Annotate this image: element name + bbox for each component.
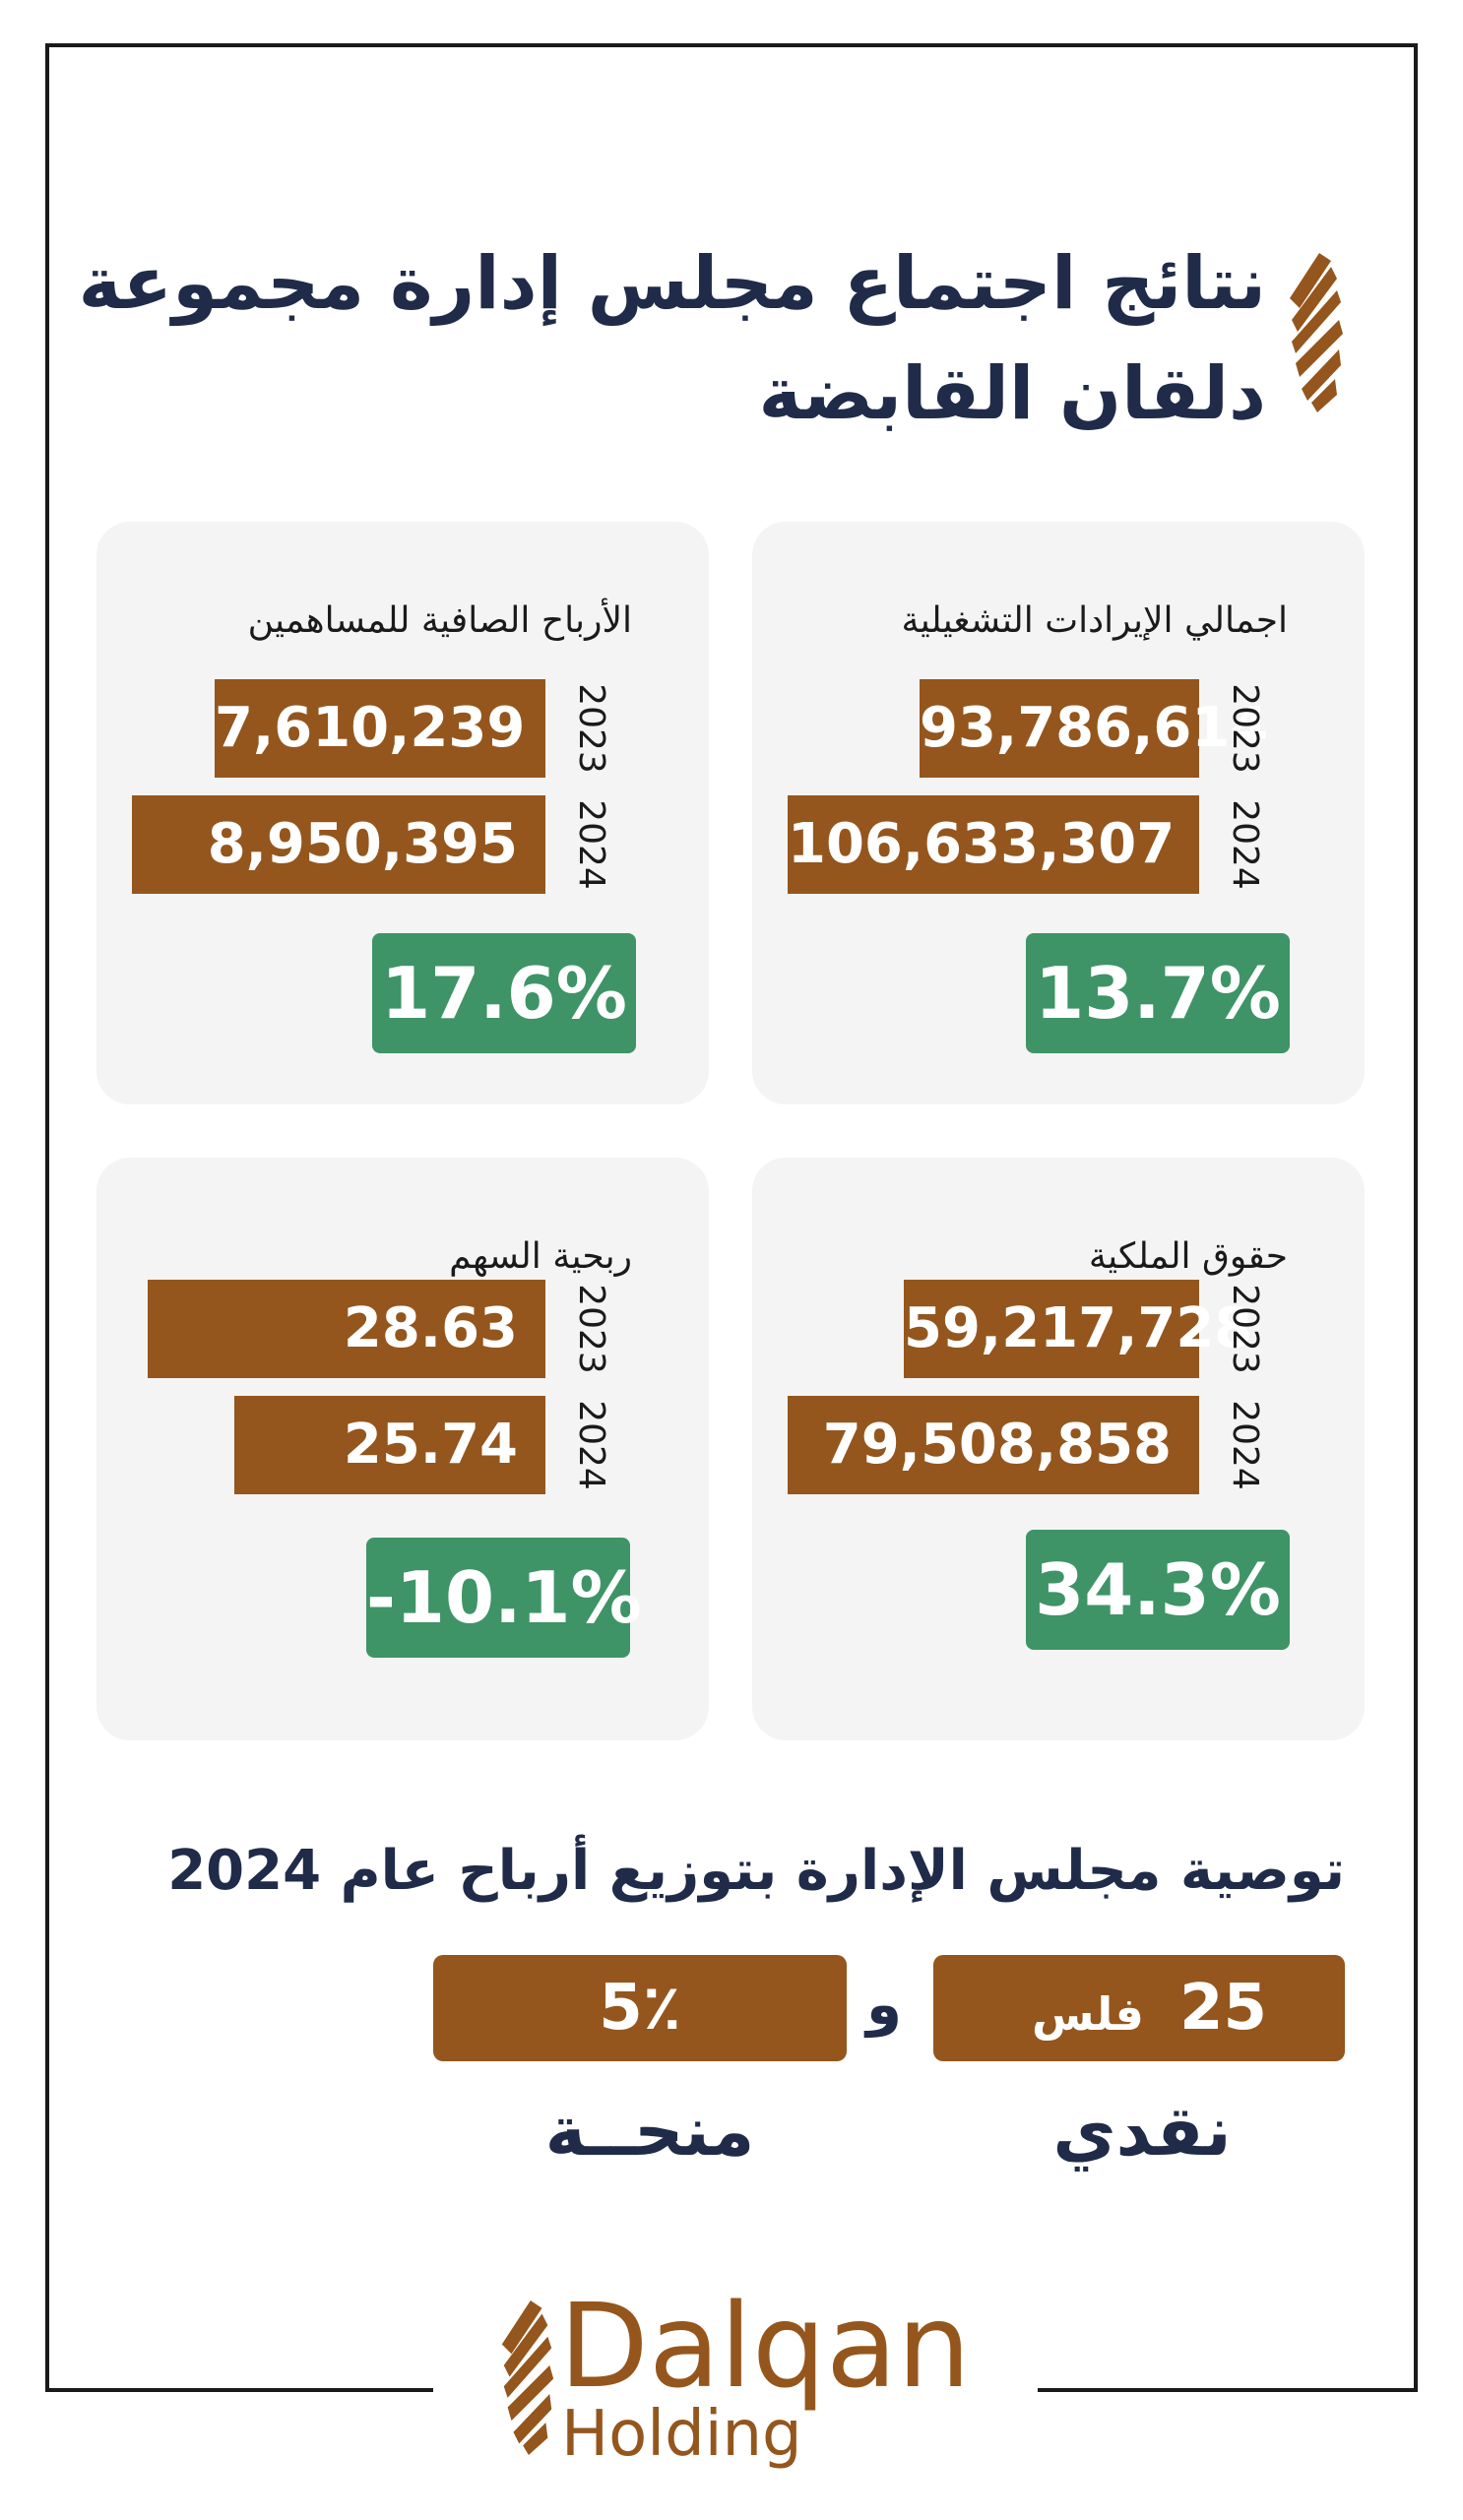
card-label: حقوق الملكية <box>1088 1236 1288 1277</box>
year-label-2023: 2023 <box>1225 1284 1265 1374</box>
brand-name: Dalqan <box>559 2278 971 2414</box>
change-badge: -10.1% <box>366 1538 642 1658</box>
frame-bottom-right-border <box>1038 2388 1418 2392</box>
change-badge: 17.6% <box>372 933 636 1053</box>
bar-2024: 106,633,307 <box>788 795 1199 894</box>
page-title: نتائج اجتماع مجلس إدارة مجموعة دلقان الق… <box>78 228 1266 449</box>
frame-left-border <box>45 43 49 2392</box>
year-label-2024: 2024 <box>1225 1400 1265 1490</box>
cash-dividend-box: فلس 25 <box>933 1955 1345 2061</box>
bar-2023: 59,217,728 <box>904 1280 1252 1378</box>
card-label: ربحية السهم <box>449 1236 632 1277</box>
bar-2023: 28.63 <box>148 1280 545 1378</box>
card-operating-revenue: اجمالي الإيرادات التشغيلية 93,786,614 20… <box>752 522 1365 1104</box>
bar-2024: 79,508,858 <box>788 1396 1199 1494</box>
year-label-2024: 2024 <box>1225 799 1265 890</box>
cash-label: نقدي <box>1052 2091 1232 2172</box>
cash-dividend-amount: 25 <box>1179 1972 1268 2045</box>
year-label-2023: 2023 <box>571 683 611 774</box>
cash-dividend-unit: فلس <box>1032 1987 1144 2041</box>
change-badge: 13.7% <box>1026 933 1290 1053</box>
bar-2024: 25.74 <box>234 1396 545 1494</box>
card-earnings-per-share: ربحية السهم 28.63 2023 25.74 2024 -10.1% <box>96 1158 709 1740</box>
brand-subtitle: Holding <box>561 2398 802 2471</box>
card-net-profit: الأرباح الصافية للمساهمين 7,610,239 2023… <box>96 522 709 1104</box>
card-label: الأرباح الصافية للمساهمين <box>247 600 632 641</box>
bonus-share-amount: 5٪ <box>599 1972 681 2045</box>
dalqan-logo-icon <box>1290 253 1343 412</box>
bar-2023: 93,786,614 <box>920 679 1268 778</box>
year-label-2023: 2023 <box>571 1284 611 1374</box>
frame-bottom-left-border <box>45 2388 433 2392</box>
bar-2024: 8,950,395 <box>132 795 545 894</box>
title-line-2: دلقان القابضة <box>758 351 1266 436</box>
change-badge: 34.3% <box>1026 1530 1290 1650</box>
card-equity: حقوق الملكية 59,217,728 2023 79,508,858 … <box>752 1158 1365 1740</box>
year-label-2023: 2023 <box>1225 683 1265 774</box>
frame-top-border <box>45 43 1418 47</box>
bonus-share-box: 5٪ <box>433 1955 847 2061</box>
dividend-recommendation-title: توصية مجلس الإدارة بتوزيع أرباح عام 2024 <box>167 1839 1345 1903</box>
title-line-1: نتائج اجتماع مجلس إدارة مجموعة <box>78 241 1266 326</box>
card-label: اجمالي الإيرادات التشغيلية <box>901 600 1288 641</box>
bar-2023: 7,610,239 <box>215 679 545 778</box>
year-label-2024: 2024 <box>571 1400 611 1490</box>
year-label-2024: 2024 <box>571 799 611 890</box>
dalqan-logo-icon <box>501 2300 554 2456</box>
bonus-label: منحــة <box>544 2091 755 2172</box>
frame-right-border <box>1414 43 1418 2392</box>
and-connector: و <box>865 1971 903 2038</box>
